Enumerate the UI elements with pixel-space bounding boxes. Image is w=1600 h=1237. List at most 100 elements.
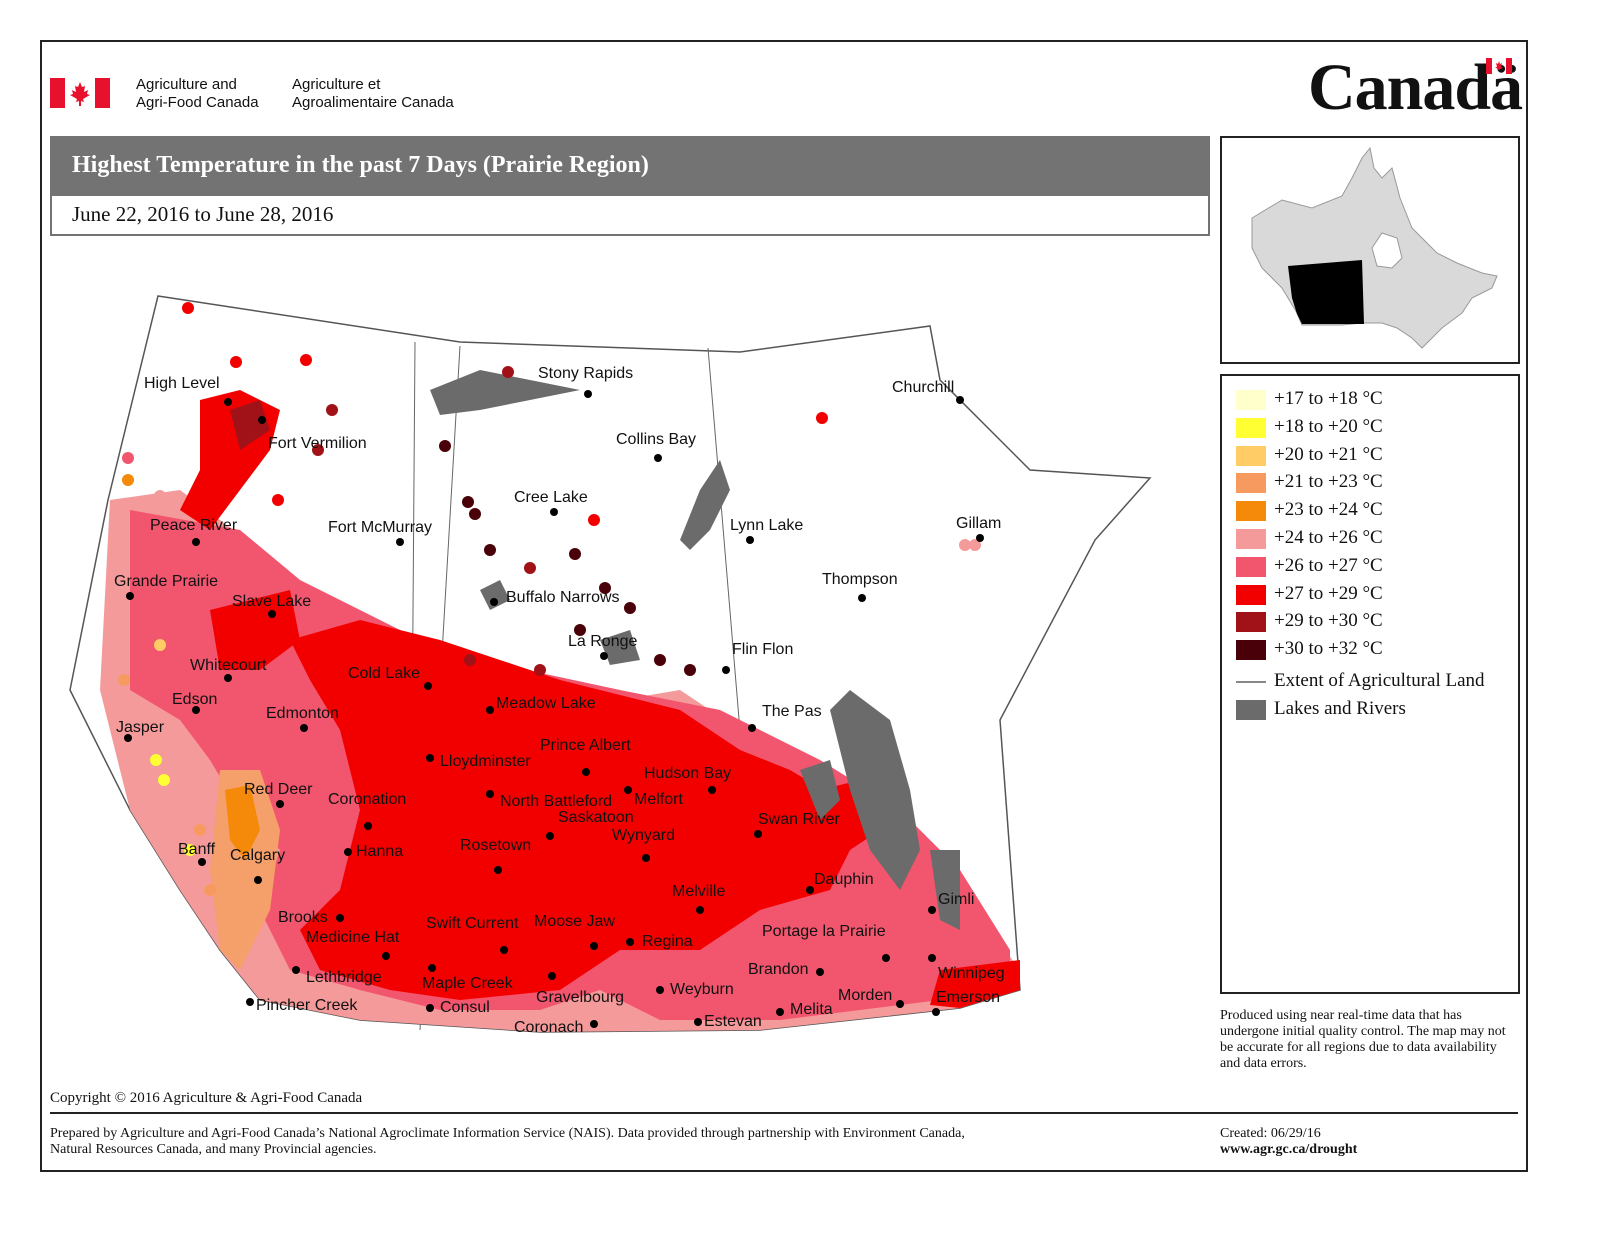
city-label: Collins Bay: [616, 431, 696, 448]
wordmark-flag-icon: [1486, 58, 1512, 74]
city-label: Jasper: [116, 719, 165, 736]
legend-swatch-icon: [1236, 640, 1266, 661]
legend-swatch-icon: [1236, 417, 1266, 438]
city-label: North Battleford: [500, 793, 612, 810]
city-marker: [364, 822, 372, 830]
city-label: Winnipeg: [938, 965, 1005, 982]
ag-land-line-icon: [1236, 681, 1266, 683]
legend: +17 to +18 °C +18 to +20 °C +20 to +21 °C +…: [1220, 374, 1520, 994]
city-label: Grande Prairie: [114, 573, 218, 590]
city-label: Saskatoon: [558, 809, 634, 826]
lakes-swatch-icon: [1236, 700, 1266, 720]
legend-label: +23 to +24 °C: [1274, 499, 1383, 521]
city-label: The Pas: [762, 703, 822, 720]
city-marker: [192, 538, 200, 546]
city-marker: [708, 786, 716, 794]
city-label: Emerson: [936, 989, 1000, 1006]
city-label: Edmonton: [266, 705, 339, 722]
city-marker: [748, 724, 756, 732]
city-label: Weyburn: [670, 981, 734, 998]
legend-label: Lakes and Rivers: [1274, 698, 1406, 719]
prairie-temperature-map: High Level Fort Vermilion Peace River Grand…: [69, 295, 1152, 1036]
map-frame: [40, 40, 1528, 1172]
legend-label: +27 to +29 °C: [1274, 582, 1383, 604]
city-label: Hudson Bay: [644, 765, 731, 782]
city-marker: [424, 682, 432, 690]
prepared-by-note: Prepared by Agriculture and Agri-Food Ca…: [50, 1126, 965, 1157]
city-marker: [754, 830, 762, 838]
city-label: Lloydminster: [440, 753, 531, 770]
title-bar: Highest Temperature in the past 7 Days (…: [50, 136, 1210, 196]
locator-inset-map: [1220, 136, 1520, 364]
city-marker: [548, 972, 556, 980]
city-label: Brandon: [748, 961, 809, 978]
city-marker: [694, 1018, 702, 1026]
city-label: Wynyard: [612, 827, 675, 844]
legend-label: +17 to +18 °C: [1274, 388, 1383, 409]
station-dots: [104, 302, 981, 896]
city-marker: [396, 538, 404, 546]
city-marker: [198, 858, 206, 866]
city-label: Swan River: [758, 811, 840, 828]
date-range: June 22, 2016 to June 28, 2016: [72, 202, 334, 226]
legend-swatch-icon: [1236, 390, 1266, 410]
city-marker: [426, 1004, 434, 1012]
legend-swatch-icon: [1236, 445, 1266, 466]
city-marker: [896, 1000, 904, 1008]
city-marker: [382, 952, 390, 960]
city-label: Rosetown: [460, 837, 531, 854]
city-label: Stony Rapids: [538, 365, 633, 382]
legend-swatch-icon: [1236, 556, 1266, 577]
city-label: Moose Jaw: [534, 913, 615, 930]
city-label: Prince Albert: [540, 737, 631, 754]
city-label: Lethbridge: [306, 969, 382, 986]
city-label: Swift Current: [426, 915, 519, 932]
city-label: High Level: [144, 375, 220, 392]
city-marker: [486, 706, 494, 714]
created-date: Created: 06/29/16: [1220, 1126, 1321, 1141]
city-marker: [582, 768, 590, 776]
city-marker: [224, 674, 232, 682]
city-label: Edson: [172, 691, 217, 708]
city-label: Gillam: [956, 515, 1001, 532]
city-marker: [746, 536, 754, 544]
city-label: Maple Creek: [422, 975, 514, 992]
city-label: La Ronge: [568, 633, 637, 650]
legend-swatch-icon: [1236, 584, 1266, 605]
city-marker: [956, 396, 964, 404]
city-marker: [590, 1020, 598, 1028]
city-marker: [928, 954, 936, 962]
city-label: Buffalo Narrows: [506, 589, 620, 606]
legend-swatch-icon: [1236, 473, 1266, 494]
legend-swatch-icon: [1236, 501, 1266, 522]
dept-en-line1: Agriculture and: [136, 76, 237, 93]
city-label: Slave Lake: [232, 593, 311, 610]
date-box: June 22, 2016 to June 28, 2016: [50, 196, 1210, 236]
city-marker: [776, 1008, 784, 1016]
city-marker: [882, 954, 890, 962]
city-marker: [336, 914, 344, 922]
city-marker: [626, 938, 634, 946]
website-link[interactable]: www.agr.gc.ca/drought: [1220, 1142, 1358, 1157]
city-marker: [292, 966, 300, 974]
city-marker: [928, 906, 936, 914]
city-label: Churchill: [892, 379, 954, 396]
city-marker: [624, 786, 632, 794]
legend-label: +30 to +32 °C: [1274, 638, 1383, 660]
city-label: Red Deer: [244, 781, 313, 798]
city-label: Coronation: [328, 791, 406, 808]
city-label: Gravelbourg: [536, 989, 624, 1006]
city-label: Hanna: [356, 843, 403, 860]
city-label: Flin Flon: [732, 641, 793, 658]
city-label: Peace River: [150, 517, 238, 534]
data-quality-note: Produced using near real-time data that …: [1220, 1008, 1506, 1071]
city-marker: [932, 1008, 940, 1016]
legend-label: +20 to +21 °C: [1274, 443, 1383, 465]
dept-fr-line1: Agriculture et: [292, 76, 381, 93]
city-marker: [600, 652, 608, 660]
legend-label: +26 to +27 °C: [1274, 554, 1383, 576]
city-label: Morden: [838, 987, 892, 1004]
city-marker: [696, 906, 704, 914]
city-marker: [500, 946, 508, 954]
city-label: Whitecourt: [190, 657, 267, 674]
